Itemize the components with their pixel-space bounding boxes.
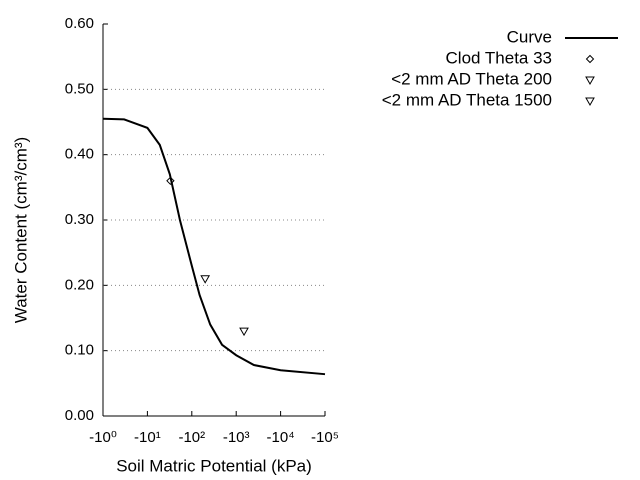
y-axis-label: Water Content (cm³/cm³) bbox=[11, 137, 30, 323]
legend-swatch bbox=[585, 54, 595, 64]
legend-label: <2 mm AD Theta 200 bbox=[391, 69, 552, 88]
x-tick-label: -10⁰ bbox=[89, 429, 117, 446]
x-axis-label: Soil Matric Potential (kPa) bbox=[116, 456, 312, 475]
y-tick-label: 0.30 bbox=[65, 211, 94, 228]
y-tick-label: 0.60 bbox=[65, 15, 94, 32]
legend-label: <2 mm AD Theta 1500 bbox=[382, 90, 552, 109]
y-tick-label: 0.00 bbox=[65, 407, 94, 424]
curve bbox=[102, 117, 326, 376]
y-tick-label: 0.50 bbox=[65, 80, 94, 97]
x-tick-label: -10² bbox=[178, 429, 205, 446]
legend-swatch bbox=[585, 97, 595, 107]
x-tick-label: -10³ bbox=[223, 429, 250, 446]
x-tick-label: -10⁵ bbox=[311, 429, 339, 446]
y-tick-label: 0.10 bbox=[65, 342, 94, 359]
marker bbox=[200, 275, 211, 284]
legend-label: Clod Theta 33 bbox=[446, 48, 552, 67]
y-tick-label: 0.40 bbox=[65, 146, 94, 163]
x-tick-label: -10⁴ bbox=[267, 429, 295, 446]
y-tick-label: 0.20 bbox=[65, 276, 94, 293]
marker bbox=[166, 176, 175, 186]
marker bbox=[239, 327, 249, 337]
legend-swatch bbox=[585, 76, 595, 86]
x-tick-label: -10¹ bbox=[134, 429, 161, 446]
legend-label: Curve bbox=[507, 27, 552, 46]
